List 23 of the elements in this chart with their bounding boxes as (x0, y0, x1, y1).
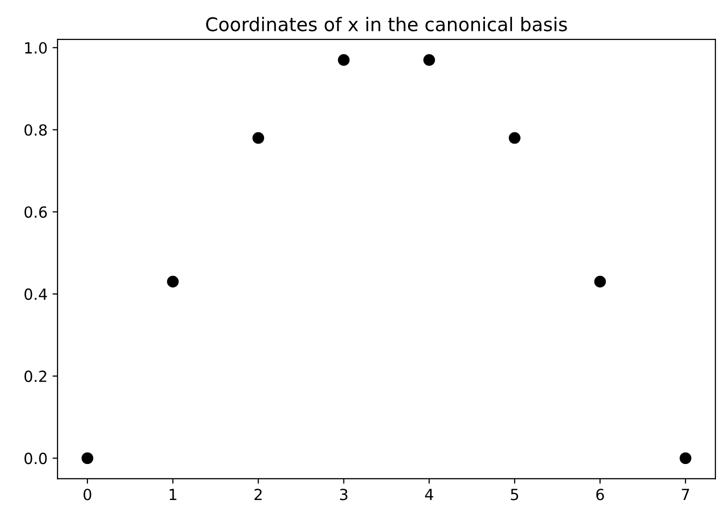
y-tick-label: 0.6 (24, 206, 47, 218)
x-tick-label: 6 (596, 488, 604, 500)
x-tick-label: 3 (340, 488, 348, 500)
point (82, 452, 94, 464)
point (594, 276, 606, 288)
y-tick-label: 1.0 (25, 42, 47, 54)
y-tick-label: 0.4 (24, 288, 47, 300)
x-tick-label: 7 (682, 488, 690, 500)
y-tick-label: 0.0 (24, 452, 47, 464)
point (167, 276, 179, 288)
chart-title: Coordinates of x in the canonical basis (206, 16, 567, 32)
point (508, 132, 520, 144)
x-tick-label: 0 (84, 488, 92, 500)
x-tick-label: 2 (254, 488, 262, 500)
y-tick-label: 0.2 (24, 370, 46, 382)
point (680, 452, 692, 464)
x-tick-label: 1 (170, 488, 176, 500)
point (252, 132, 264, 144)
x-tick-label: 5 (510, 488, 518, 500)
point (423, 54, 436, 66)
y-tick-label: 0.8 (24, 124, 47, 136)
point (338, 54, 350, 66)
x-tick-label: 4 (425, 488, 434, 500)
